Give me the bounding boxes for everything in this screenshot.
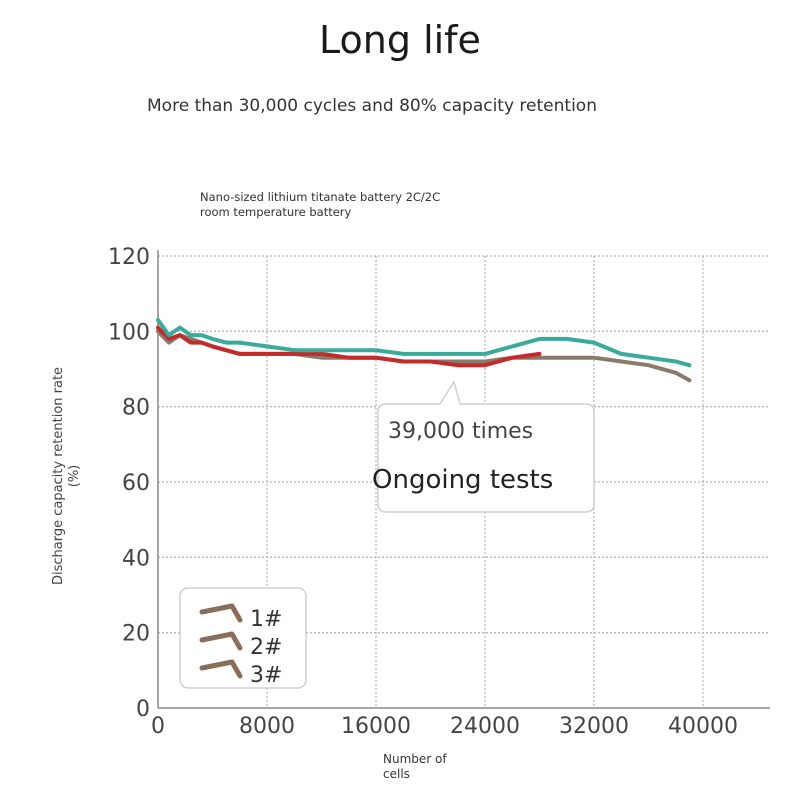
x-axis-label-line-2: cells [383, 767, 410, 781]
y-tick-label-1: 20 [122, 622, 150, 647]
chart-caption: Nano-sized lithium titanate battery 2C/2… [200, 190, 440, 220]
page-title: Long life [319, 18, 481, 62]
legend-label-1: 1# [250, 607, 282, 632]
y-tick-label-3: 60 [122, 471, 150, 496]
legend-box [179, 587, 307, 689]
x-tick-label-3: 24000 [450, 714, 520, 739]
y-tick-label-2: 40 [122, 546, 150, 571]
annotation-callout: 39,000 times Ongoing tests [372, 380, 595, 513]
legend-label-3: 3# [250, 663, 282, 688]
y-tick-label-5: 100 [108, 320, 150, 345]
annotation-box [377, 380, 595, 513]
x-tick-label-5: 40000 [668, 714, 738, 739]
legend: 1# 2# 3# [179, 587, 307, 689]
chart-caption-line-1: Nano-sized lithium titanate battery 2C/2… [200, 190, 441, 204]
series-line-2 [156, 325, 542, 368]
annotation-text-1: 39,000 times [388, 419, 533, 444]
x-axis-label-line-1: Number of [383, 752, 447, 766]
series-line-3 [156, 318, 692, 368]
x-axis-label: Number of cells [383, 752, 473, 782]
y-tick-label-6: 120 [108, 245, 150, 270]
page-subtitle: More than 30,000 cycles and 80% capacity… [147, 96, 597, 116]
legend-swatch-1 [199, 603, 243, 623]
x-tick-label-2: 16000 [341, 714, 411, 739]
x-tick-label-0: 0 [151, 714, 165, 739]
legend-swatch-3 [199, 659, 243, 679]
y-tick-label-0: 0 [136, 697, 150, 722]
x-tick-label-1: 8000 [239, 714, 295, 739]
x-tick-label-4: 32000 [559, 714, 629, 739]
y-tick-label-4: 80 [122, 396, 150, 421]
chart-caption-line-2: room temperature battery [200, 205, 352, 219]
annotation-text-2: Ongoing tests [372, 465, 553, 495]
legend-swatch-2 [199, 631, 243, 651]
legend-label-2: 2# [250, 635, 282, 660]
